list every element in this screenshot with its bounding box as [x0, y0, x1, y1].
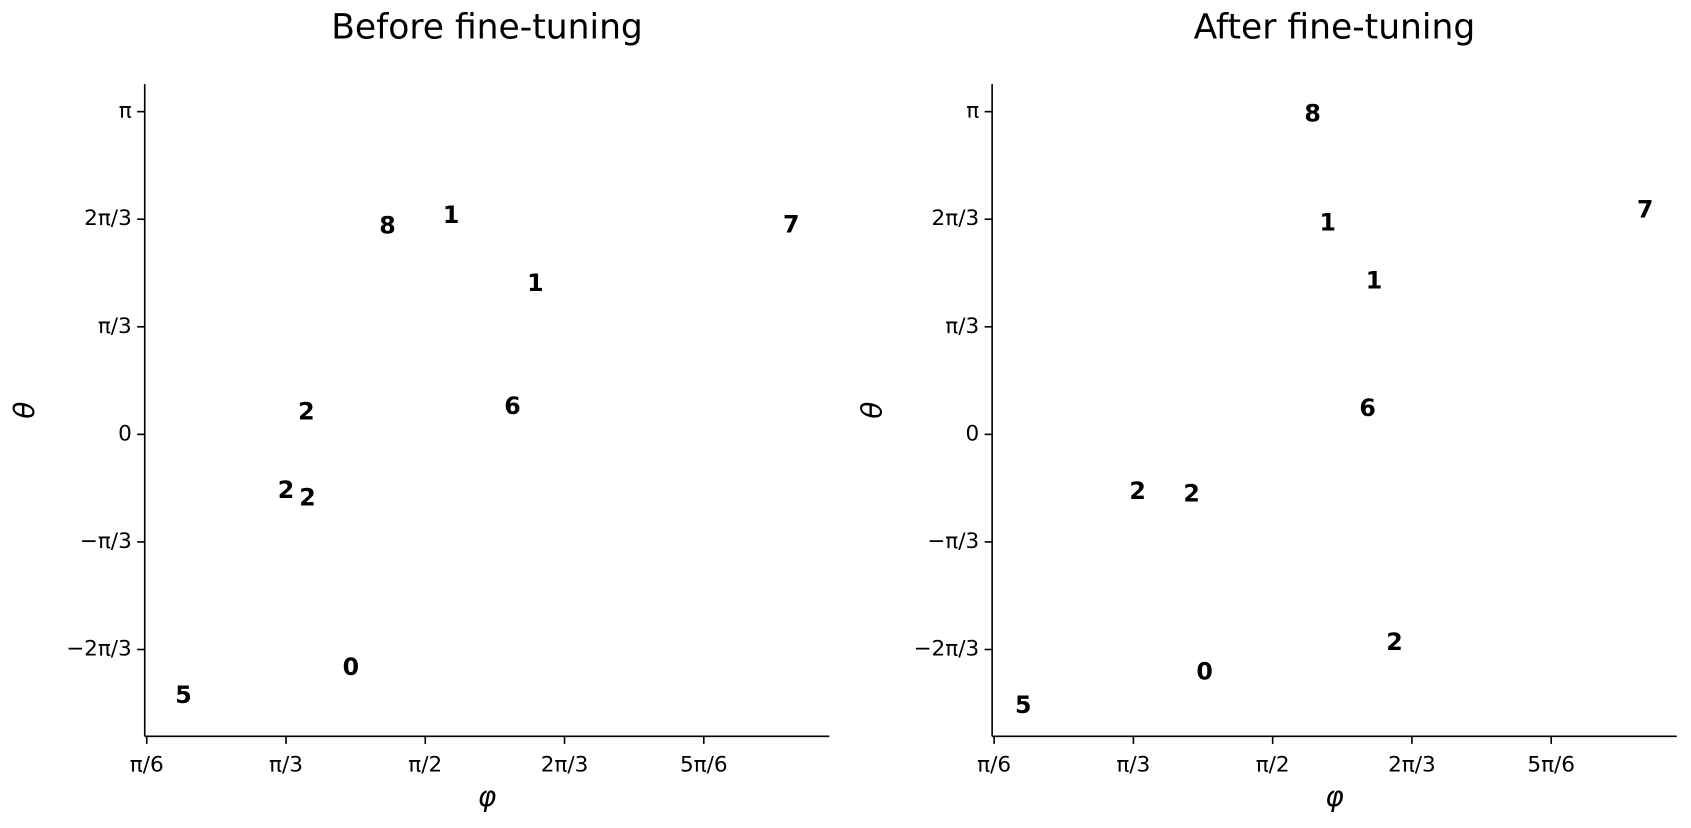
- y-tick-label: π/3: [945, 314, 979, 339]
- y-tick-label: −π/3: [80, 529, 132, 554]
- chart-title: Before fine-tuning: [331, 8, 643, 48]
- chart-title: After fine-tuning: [1194, 8, 1476, 48]
- y-tick-label: −2π/3: [66, 637, 132, 662]
- y-tick-label: −π/3: [927, 529, 979, 554]
- y-tick-label: 0: [965, 421, 979, 446]
- x-tick-label: π/2: [408, 752, 442, 777]
- x-tick-label: π/3: [1116, 752, 1150, 777]
- point-label: 2: [278, 476, 295, 504]
- x-tick-label: 2π/3: [1388, 752, 1436, 777]
- point-label: 2: [1386, 628, 1403, 656]
- point-label: 2: [299, 484, 316, 512]
- y-tick-label: π: [119, 99, 132, 124]
- point-label: 5: [1015, 691, 1031, 719]
- point-label: 7: [1637, 196, 1654, 224]
- y-tick-label: 2π/3: [932, 206, 980, 231]
- point-label: 2: [1183, 479, 1199, 507]
- y-tick-label: −2π/3: [913, 637, 979, 662]
- x-tick-label: π/6: [977, 752, 1011, 777]
- x-tick-label: π/6: [130, 752, 164, 777]
- x-tick-label: π/2: [1256, 752, 1290, 777]
- point-label: 7: [783, 211, 799, 239]
- y-tick-label: π: [966, 99, 979, 124]
- point-label: 8: [379, 212, 396, 240]
- y-axis-label: θ: [856, 402, 889, 419]
- point-label: 2: [298, 397, 315, 425]
- point-label: 8: [1304, 99, 1321, 127]
- y-tick-label: 2π/3: [84, 206, 132, 231]
- x-axis-label: φ: [1325, 780, 1344, 813]
- point-label: 0: [343, 653, 360, 681]
- point-label: 1: [1366, 267, 1382, 295]
- point-label: 0: [1196, 657, 1213, 685]
- point-label: 6: [504, 392, 521, 420]
- point-label: 6: [1359, 394, 1376, 422]
- point-label: 2: [1129, 477, 1145, 505]
- y-tick-label: 0: [118, 421, 132, 446]
- x-tick-label: 5π/6: [680, 752, 728, 777]
- y-axis-label: θ: [8, 402, 41, 419]
- x-tick-label: 2π/3: [541, 752, 589, 777]
- x-axis-label: φ: [478, 780, 497, 813]
- point-label: 1: [527, 269, 544, 297]
- point-label: 5: [175, 681, 192, 709]
- point-label: 1: [443, 201, 460, 229]
- x-tick-label: π/3: [269, 752, 303, 777]
- y-tick-label: π/3: [98, 314, 132, 339]
- point-label: 1: [1320, 208, 1337, 236]
- x-tick-label: 5π/6: [1527, 752, 1575, 777]
